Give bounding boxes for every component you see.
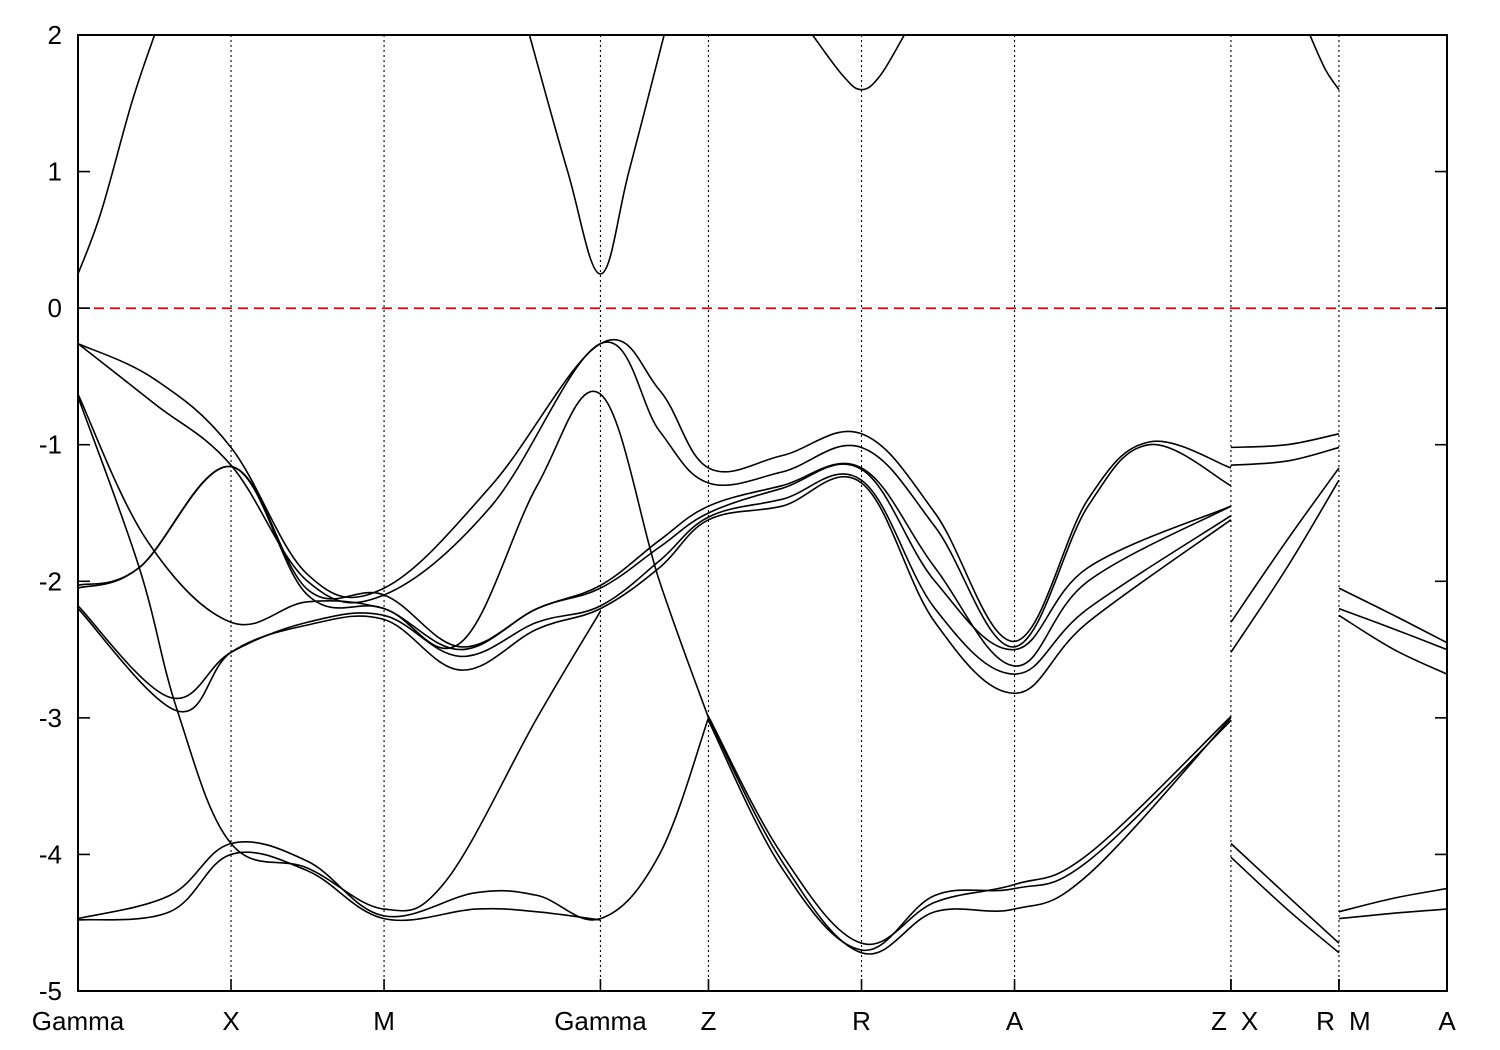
x-tick-label: X bbox=[222, 1006, 239, 1036]
band-line bbox=[78, 476, 1232, 713]
x-tick-label: R bbox=[852, 1006, 871, 1036]
band-line bbox=[1230, 479, 1340, 653]
band-line bbox=[78, 463, 1232, 651]
y-tick-label: 2 bbox=[48, 20, 62, 50]
band-line bbox=[1338, 887, 1447, 913]
x-tick-label: R bbox=[1316, 1006, 1335, 1036]
x-tick-label: X bbox=[1241, 1006, 1258, 1036]
x-tick-label: Z bbox=[701, 1006, 717, 1036]
y-tick-label: -4 bbox=[39, 839, 62, 869]
plot-border bbox=[77, 34, 1448, 992]
x-tick-label: Z bbox=[1211, 1006, 1227, 1036]
band-line bbox=[1309, 35, 1340, 91]
y-tick-label: 0 bbox=[48, 293, 62, 323]
band-line bbox=[1338, 908, 1447, 920]
band-line bbox=[1338, 607, 1447, 651]
bands bbox=[78, 35, 1447, 955]
x-tick-label: A bbox=[1006, 1006, 1024, 1036]
band-line bbox=[811, 35, 906, 91]
y-tick-label: -3 bbox=[39, 703, 62, 733]
band-line bbox=[1230, 842, 1340, 944]
band-line bbox=[1230, 433, 1340, 449]
band-line bbox=[1230, 446, 1340, 466]
band-line bbox=[1338, 587, 1447, 644]
band-line bbox=[707, 717, 1232, 955]
band-line bbox=[1230, 467, 1340, 623]
y-axis: -5 -4 -3 -2 -1 0 1 2 bbox=[39, 20, 1447, 1006]
plot-frame bbox=[77, 34, 1448, 992]
band-line bbox=[528, 35, 665, 275]
band-line bbox=[1230, 856, 1340, 954]
band-line bbox=[78, 390, 710, 719]
x-tick-label: Gamma bbox=[554, 1006, 647, 1036]
band-line bbox=[78, 717, 710, 921]
x-tick-label: M bbox=[1349, 1006, 1371, 1036]
band-line bbox=[1338, 614, 1447, 675]
x-tick-label: Gamma bbox=[32, 1006, 125, 1036]
band-line bbox=[78, 473, 1232, 700]
band-line bbox=[707, 715, 1232, 946]
x-axis: Gamma X M Gamma Z R A Z X R M A bbox=[32, 979, 1456, 1036]
x-tick-label: A bbox=[1438, 1006, 1456, 1036]
y-tick-label: -5 bbox=[39, 976, 62, 1006]
band-line bbox=[78, 341, 1232, 648]
band-line bbox=[78, 35, 156, 275]
band-line bbox=[707, 720, 1232, 951]
high-symmetry-lines bbox=[230, 35, 1340, 991]
band-line bbox=[78, 396, 602, 912]
band-line bbox=[78, 851, 601, 922]
band-line bbox=[78, 338, 1232, 643]
y-tick-label: -2 bbox=[39, 566, 62, 596]
x-tick-label: M bbox=[373, 1006, 395, 1036]
y-tick-label: 1 bbox=[48, 157, 62, 187]
y-tick-label: -1 bbox=[39, 430, 62, 460]
